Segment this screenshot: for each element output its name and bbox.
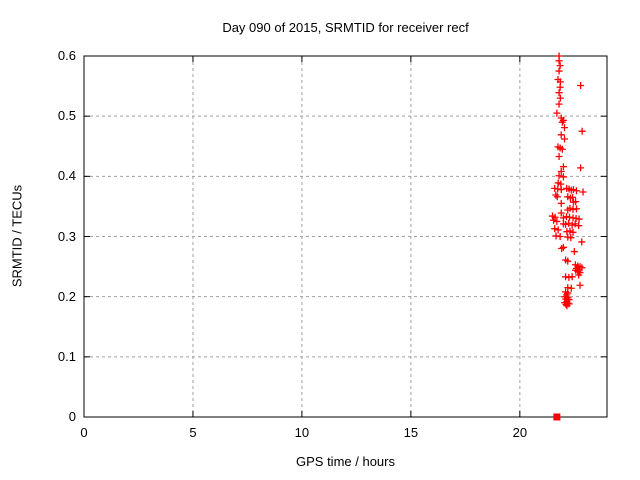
data-point-plus bbox=[555, 67, 563, 75]
data-point-plus bbox=[579, 188, 587, 196]
data-point-plus bbox=[555, 172, 563, 180]
data-point-plus bbox=[569, 186, 577, 194]
y-tick-label: 0.1 bbox=[57, 348, 76, 364]
x-tick-label: 20 bbox=[512, 425, 528, 440]
data-point-plus bbox=[557, 168, 565, 176]
data-point-plus bbox=[557, 209, 565, 217]
data-point-plus bbox=[551, 225, 559, 233]
data-point-plus bbox=[556, 62, 564, 70]
data-point-plus bbox=[568, 273, 576, 281]
data-point-plus bbox=[553, 217, 561, 225]
y-tick-label: 0.5 bbox=[57, 108, 76, 124]
scatter-points bbox=[549, 52, 587, 421]
data-point-plus bbox=[564, 257, 572, 265]
data-point-plus bbox=[559, 173, 567, 181]
data-point-plus bbox=[572, 187, 580, 195]
x-tick-label: 0 bbox=[80, 425, 88, 440]
data-point-plus bbox=[564, 206, 572, 214]
data-point-plus bbox=[559, 243, 567, 251]
data-point-plus bbox=[558, 145, 566, 153]
y-tick-label: 0.2 bbox=[57, 288, 76, 304]
data-point-plus bbox=[557, 131, 565, 139]
x-axis-label: GPS time / hours bbox=[296, 454, 395, 469]
data-point-square bbox=[553, 413, 561, 421]
data-point-plus bbox=[572, 198, 580, 206]
data-point-plus bbox=[563, 302, 571, 310]
data-point-plus bbox=[556, 94, 564, 102]
data-point-plus bbox=[553, 109, 561, 117]
data-point-plus bbox=[559, 163, 567, 171]
data-point-plus bbox=[572, 205, 580, 213]
data-point-plus bbox=[567, 284, 575, 292]
data-point-plus bbox=[557, 199, 565, 207]
data-point-plus bbox=[555, 89, 563, 97]
data-point-plus bbox=[556, 233, 564, 240]
data-point-plus bbox=[550, 216, 558, 224]
data-point-plus bbox=[578, 127, 586, 135]
data-point-plus bbox=[555, 57, 563, 65]
data-point-plus bbox=[553, 193, 561, 201]
data-point-plus bbox=[558, 118, 566, 126]
data-point-plus bbox=[577, 164, 585, 172]
data-point-plus bbox=[578, 238, 586, 246]
data-point-plus bbox=[561, 135, 569, 143]
x-tick-label: 5 bbox=[189, 425, 197, 440]
data-point-plus bbox=[568, 221, 576, 229]
data-point-plus bbox=[577, 81, 585, 89]
data-point-plus bbox=[559, 214, 567, 222]
data-point-plus bbox=[566, 227, 574, 235]
x-tick-label: 15 bbox=[403, 425, 419, 440]
data-point-plus bbox=[569, 193, 577, 201]
data-point-plus bbox=[554, 226, 562, 234]
x-tick-label: 10 bbox=[294, 425, 310, 440]
data-point-plus bbox=[557, 186, 565, 194]
data-point-plus bbox=[561, 124, 569, 132]
data-point-plus bbox=[567, 234, 575, 242]
data-point-plus bbox=[555, 152, 563, 160]
y-tick-label: 0.4 bbox=[57, 168, 76, 184]
y-tick-label: 0.3 bbox=[57, 228, 76, 244]
y-tick-label: 0 bbox=[68, 409, 76, 424]
data-point-plus bbox=[556, 83, 564, 91]
data-point-plus bbox=[551, 213, 559, 221]
data-point-plus bbox=[555, 100, 563, 108]
y-tick-label: 0.6 bbox=[57, 48, 76, 63]
data-point-plus bbox=[575, 215, 583, 223]
data-point-plus bbox=[558, 245, 566, 253]
data-point-plus bbox=[562, 220, 570, 228]
data-point-plus bbox=[570, 248, 578, 256]
data-point-plus bbox=[576, 281, 584, 289]
y-axis-label: SRMTID / TECUs bbox=[9, 184, 25, 288]
chart-title: Day 090 of 2015, SRMTID for receiver rec… bbox=[222, 20, 469, 35]
data-point-plus bbox=[575, 271, 583, 279]
data-point-plus bbox=[569, 228, 577, 236]
data-point-plus bbox=[575, 222, 583, 230]
